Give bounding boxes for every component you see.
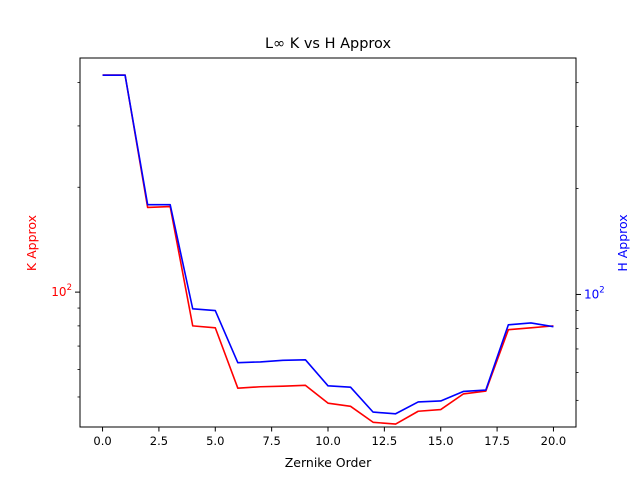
- chart-title: L∞ K vs H Approx: [265, 36, 392, 52]
- h-approx-series-line: [102, 74, 554, 415]
- x-tick-label: 2.5: [150, 434, 168, 448]
- left-major-tick-label: 102: [51, 283, 72, 299]
- k-approx-series-line: [102, 74, 554, 425]
- right-axis-label: H Approx: [615, 214, 630, 271]
- x-tick-label: 10.0: [315, 434, 341, 448]
- plot-frame: [79, 57, 577, 428]
- right-major-tick-label: 102: [584, 285, 605, 301]
- x-ticks: 0.0 2.5 5.0 7.5 10.0 12.5 15.0 17.5 20.0: [93, 427, 566, 448]
- x-tick-label: 20.0: [541, 434, 567, 448]
- x-tick-label: 5.0: [206, 434, 224, 448]
- left-axis-label: K Approx: [24, 215, 39, 271]
- x-tick-label: 0.0: [93, 434, 111, 448]
- x-tick-label: 7.5: [262, 434, 280, 448]
- x-tick-label: 12.5: [372, 434, 398, 448]
- series-lines: [102, 74, 554, 425]
- x-tick-label: 17.5: [484, 434, 510, 448]
- x-axis-label: Zernike Order: [285, 455, 372, 470]
- x-tick-label: 15.0: [428, 434, 454, 448]
